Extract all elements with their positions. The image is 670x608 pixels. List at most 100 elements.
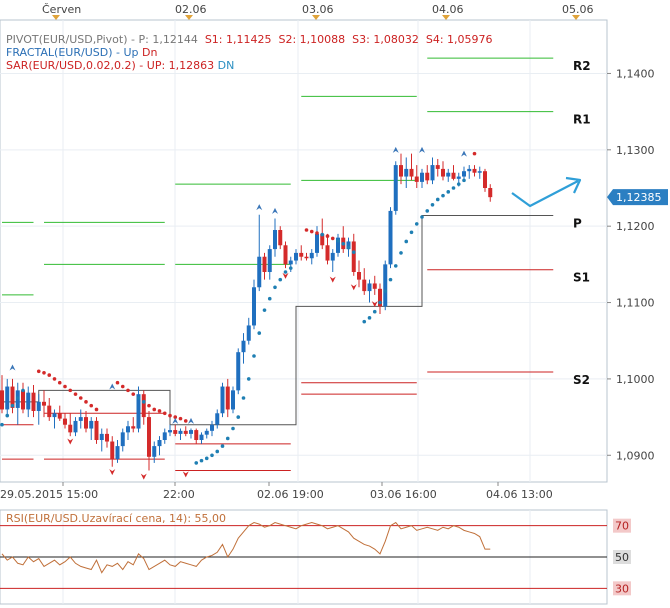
candle-body: [267, 249, 272, 272]
sar-dot: [351, 250, 356, 254]
sar-dot: [141, 400, 146, 404]
candle-body: [441, 168, 445, 177]
fractal-up-marker: [256, 204, 263, 211]
sar-dot: [199, 458, 204, 463]
candle-body: [178, 430, 183, 434]
top-axis-marker: [442, 15, 450, 20]
sar-dot: [73, 392, 78, 396]
sar-dot: [52, 377, 57, 381]
sar-dot: [10, 403, 15, 408]
sar-dot: [372, 309, 377, 314]
candle-body: [414, 176, 419, 182]
price-axis-label: 1,1400: [616, 67, 655, 80]
sar-dot: [283, 270, 288, 274]
candle-body: [252, 287, 256, 326]
sar-dot: [57, 380, 62, 385]
sar-dot: [362, 319, 367, 324]
candle-body: [220, 386, 225, 414]
bottom-axis-label: 29.05.2015 15:00: [0, 488, 98, 501]
candle-body: [115, 446, 120, 460]
price-axis-label: 1,1200: [616, 220, 655, 233]
candle-body: [367, 283, 372, 292]
candle-body: [204, 430, 209, 435]
candle-body: [472, 168, 477, 173]
legend-sar-up: UP: 1,12863: [146, 59, 215, 72]
candle-body: [372, 283, 377, 289]
sar-dot: [68, 388, 73, 393]
sar-dot: [315, 231, 319, 235]
candle-body: [73, 420, 78, 433]
candle-body: [136, 394, 141, 429]
sar-dot: [173, 415, 178, 419]
sar-dot: [346, 245, 351, 250]
legend-pivot-s1: S1: 1,11425: [204, 33, 272, 46]
candle-body: [304, 256, 309, 259]
price-axis-label: 1,1300: [616, 144, 655, 157]
candle-body: [57, 413, 62, 419]
sar-dot: [462, 178, 466, 183]
legend-pivot-p: P: 1,12144: [138, 33, 198, 46]
sar-dot: [120, 384, 125, 389]
fractal-up-marker: [188, 417, 194, 424]
legend-pivot-name: PIVOT(EUR/USD,Pivot): [6, 33, 128, 46]
pivot-label-p: P: [573, 216, 582, 230]
sar-dot: [236, 415, 241, 419]
sar-dot: [115, 380, 120, 385]
candle-body: [483, 171, 487, 188]
candle-body: [393, 165, 398, 211]
fractal-up-marker: [392, 146, 399, 153]
pivot-label-r1: R1: [573, 113, 591, 127]
candle-body: [378, 288, 382, 307]
candle-body: [210, 424, 214, 431]
candle-body: [299, 252, 304, 257]
sar-dot: [446, 190, 451, 194]
sar-dot: [420, 215, 424, 219]
candle-body: [26, 392, 31, 410]
candle-body: [147, 417, 151, 457]
candle-body: [231, 390, 235, 410]
candle-body: [477, 171, 482, 173]
sar-dot: [409, 230, 414, 235]
legend-sar-dn: DN: [217, 59, 235, 72]
fractal-dn-marker: [109, 469, 116, 476]
sar-dot: [220, 444, 225, 448]
legend-fractal-sep: -: [116, 46, 120, 59]
fractal-dn-marker: [282, 272, 289, 279]
candle-body: [467, 168, 472, 172]
sar-dot: [47, 373, 52, 377]
candle-body: [236, 352, 241, 391]
candle-body: [89, 420, 94, 429]
top-axis-marker: [312, 15, 320, 20]
candle-body: [131, 426, 136, 429]
candle-body: [346, 241, 351, 250]
sar-dot: [257, 331, 262, 335]
candle-body: [78, 417, 83, 421]
pivot-label-s2: S2: [573, 373, 590, 387]
sar-dot: [231, 426, 235, 431]
sar-dot: [456, 182, 461, 186]
candle-body: [5, 386, 10, 410]
sar-dot: [126, 388, 130, 393]
candle-body: [320, 233, 325, 246]
sar-dot: [15, 396, 20, 400]
legend-sar-name: SAR(EUR/USD,0.02,0.2): [6, 59, 136, 72]
sar-dot: [183, 419, 188, 423]
sar-dot: [162, 411, 167, 416]
candle-body: [21, 390, 25, 410]
sar-dot: [404, 239, 409, 244]
candle-body: [446, 172, 451, 177]
legend-fractal-name: FRACTAL(EUR/USD): [6, 46, 113, 59]
candle-body: [63, 418, 67, 425]
sar-dot: [336, 238, 340, 243]
legend-sar: SAR(EUR/USD,0.02,0.2) - UP: 1,12863 DN: [6, 59, 234, 72]
candle-body: [273, 230, 277, 250]
sar-dot: [36, 369, 41, 374]
candle-body: [84, 417, 88, 429]
candle-body: [325, 245, 330, 261]
sar-dot: [330, 236, 335, 241]
sar-dot: [225, 436, 230, 441]
sar-dot: [241, 396, 246, 400]
fractal-dn-marker: [182, 471, 189, 478]
candle-body: [36, 401, 41, 411]
